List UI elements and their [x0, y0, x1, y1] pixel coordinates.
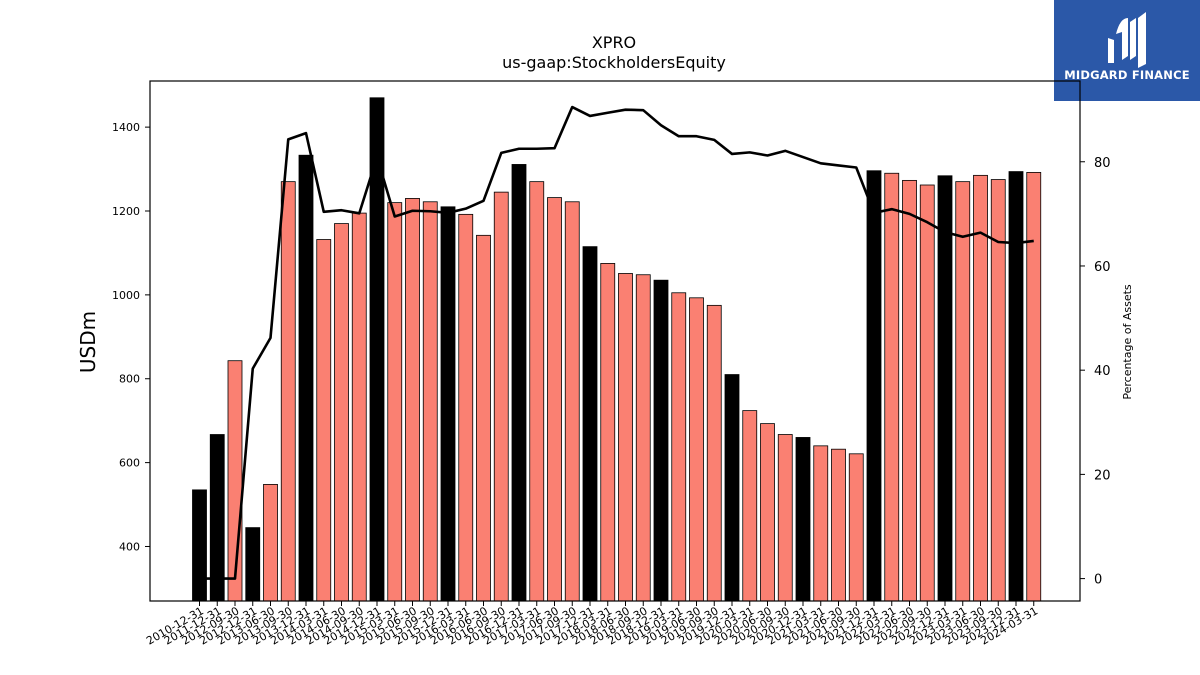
bar-5 — [280, 181, 296, 602]
bar-14 — [440, 206, 456, 602]
y2-tick-label: 0 — [1094, 573, 1102, 588]
y2-tick-label: 20 — [1094, 468, 1111, 483]
bar-series — [192, 97, 1042, 602]
bar-40 — [902, 179, 917, 602]
bar-12 — [405, 198, 420, 602]
y-tick-label: 1200 — [112, 205, 140, 218]
bar-25 — [635, 274, 651, 602]
bar-33 — [777, 434, 793, 602]
x-axis-ticks: 2010-12-312011-12-312012-09-302012-12-31… — [144, 601, 1040, 648]
bar-13 — [422, 201, 438, 602]
bar-28 — [689, 297, 704, 602]
bar-37 — [848, 453, 864, 602]
y-axis-ticks: 400 600 800 1000 1200 1400 — [112, 121, 150, 553]
bar-11 — [387, 202, 403, 602]
y-tick-label: 1000 — [112, 289, 140, 302]
bar-17 — [493, 191, 509, 602]
y-tick-label: 800 — [119, 373, 140, 386]
brand-name: MIDGARD FINANCE — [1064, 68, 1190, 82]
y2-tick-label: 80 — [1094, 156, 1111, 171]
bar-26 — [653, 279, 669, 602]
bar-30 — [724, 374, 740, 602]
bar-32 — [760, 423, 775, 602]
bar-41 — [919, 184, 935, 602]
chart-subtitle: us-gaap:StockholdersEquity — [502, 53, 726, 72]
y-tick-label: 600 — [119, 457, 140, 470]
bar-22 — [582, 246, 598, 602]
y2-axis-ticks: 0 20 40 60 80 — [1080, 156, 1111, 588]
bar-35 — [813, 445, 829, 602]
y2-axis-label: Percentage of Assets — [1121, 284, 1134, 400]
bar-23 — [600, 263, 616, 602]
bar-43 — [955, 181, 971, 602]
bar-42 — [937, 175, 953, 602]
bar-6 — [298, 154, 314, 602]
bar-38 — [866, 170, 882, 602]
bar-3 — [245, 527, 261, 602]
bar-47 — [1026, 172, 1042, 602]
bar-21 — [564, 201, 580, 602]
bar-24 — [618, 273, 633, 602]
bar-1 — [209, 434, 225, 602]
bar-18 — [511, 164, 527, 602]
y-tick-label: 1400 — [112, 121, 140, 134]
bar-20 — [547, 197, 562, 602]
bar-16 — [476, 234, 491, 602]
plot-frame — [149, 80, 1081, 602]
bar-4 — [263, 484, 278, 602]
bar-34 — [795, 437, 811, 602]
y-tick-label: 400 — [119, 540, 140, 553]
bar-15 — [458, 213, 474, 602]
y-axis-label: USDm — [76, 311, 100, 373]
chart-title: XPRO — [592, 33, 636, 52]
y2-tick-label: 40 — [1094, 364, 1111, 379]
bar-46 — [1008, 171, 1024, 602]
bar-19 — [529, 181, 545, 602]
bar-0 — [192, 489, 207, 602]
bar-9 — [351, 212, 367, 602]
bar-29 — [706, 304, 722, 602]
midgard-logo-icon — [1108, 12, 1146, 68]
bar-8 — [334, 223, 349, 602]
brand-logo: MIDGARD FINANCE — [1054, 0, 1200, 101]
bar-31 — [742, 410, 758, 602]
bar-39 — [884, 172, 900, 602]
bar-7 — [316, 239, 332, 602]
bar-44 — [973, 174, 988, 602]
bar-27 — [671, 292, 687, 602]
y2-tick-label: 60 — [1094, 260, 1111, 275]
bar-36 — [831, 448, 846, 602]
line-series — [199, 105, 1034, 580]
percentage-line — [199, 105, 1034, 580]
